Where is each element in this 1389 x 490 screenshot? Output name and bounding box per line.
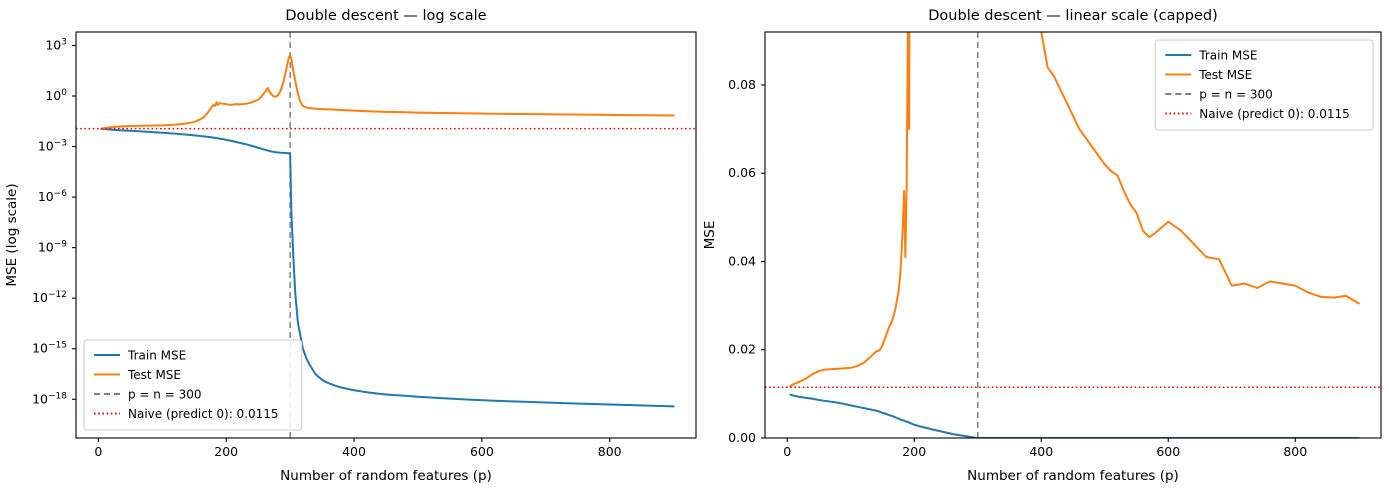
legend-box [83, 339, 303, 431]
y-tick-label: 10−15 [32, 341, 67, 356]
chart-panel-log: Double descent — log scale 0 200 400 600 800 1… [4, 8, 697, 484]
legend-naive-label: Naive (predict 0): 0.0115 [1199, 107, 1350, 121]
axes-spines [75, 31, 697, 439]
plot-area [765, 32, 1381, 438]
legend-test-mse-label: Test MSE [1198, 68, 1252, 82]
x-tick-label: 600 [1156, 444, 1180, 459]
x-tick-label: 600 [470, 444, 494, 459]
y-tick-label: 0.02 [728, 342, 756, 357]
legend-train-mse-label: Train MSE [1198, 49, 1257, 63]
axes-spines [764, 31, 1382, 439]
chart-legend: Train MSE Test MSE p = n = 300 Naive (predi… [1154, 39, 1374, 131]
y-axis-label: MSE [702, 221, 718, 250]
series-line-test-mse [789, 32, 1360, 387]
x-tick-label: 800 [598, 444, 622, 459]
y-tick-label: 10−9 [38, 240, 67, 255]
y-tick-label: 0.04 [728, 253, 756, 268]
linear-panel-svg: Double descent — linear scale (capped) 0 2… [702, 8, 1382, 484]
x-tick-label: 800 [1283, 444, 1307, 459]
chart-title: Double descent — log scale [285, 8, 486, 24]
y-tick-label: 10−3 [38, 139, 67, 154]
legend-threshold-label: p = n = 300 [128, 388, 202, 402]
y-tick-label: 0.06 [728, 165, 756, 180]
chart-title: Double descent — linear scale (capped) [928, 8, 1217, 24]
y-tick-label: 10−12 [32, 290, 67, 305]
legend-box [1154, 39, 1374, 131]
legend-threshold-label: p = n = 300 [1199, 88, 1273, 102]
y-axis-label: MSE (log scale) [4, 183, 20, 286]
x-tick-label: 0 [783, 444, 791, 459]
legend-train-mse-label: Train MSE [127, 349, 186, 363]
y-tick-label: 0.00 [728, 430, 756, 445]
y-tick-label: 10−18 [32, 391, 67, 406]
y-tick-label: 0.08 [728, 77, 756, 92]
chart-legend: Train MSE Test MSE p = n = 300 Naive (predi… [83, 339, 303, 431]
legend-naive-label: Naive (predict 0): 0.0115 [128, 407, 279, 421]
x-tick-label: 200 [214, 444, 238, 459]
log-panel-svg: Double descent — log scale 0 200 400 600 800 1… [4, 8, 697, 484]
y-tick-label: 103 [45, 37, 67, 52]
x-axis-label: Number of random features (p) [967, 468, 1179, 484]
x-tick-label: 400 [342, 444, 366, 459]
x-tick-label: 400 [1029, 444, 1053, 459]
y-tick-label: 10−6 [38, 189, 67, 204]
x-tick-label: 200 [902, 444, 926, 459]
x-tick-label: 0 [94, 444, 102, 459]
series-line-train-mse [100, 127, 675, 408]
series-line-train-mse [789, 393, 1360, 438]
series-line-test-mse [100, 54, 675, 130]
x-axis-label: Number of random features (p) [280, 468, 492, 484]
y-tick-label: 100 [45, 88, 67, 103]
plot-area [76, 32, 696, 438]
legend-test-mse-label: Test MSE [127, 368, 181, 382]
chart-panel-linear: Double descent — linear scale (capped) 0 2… [700, 0, 1389, 490]
